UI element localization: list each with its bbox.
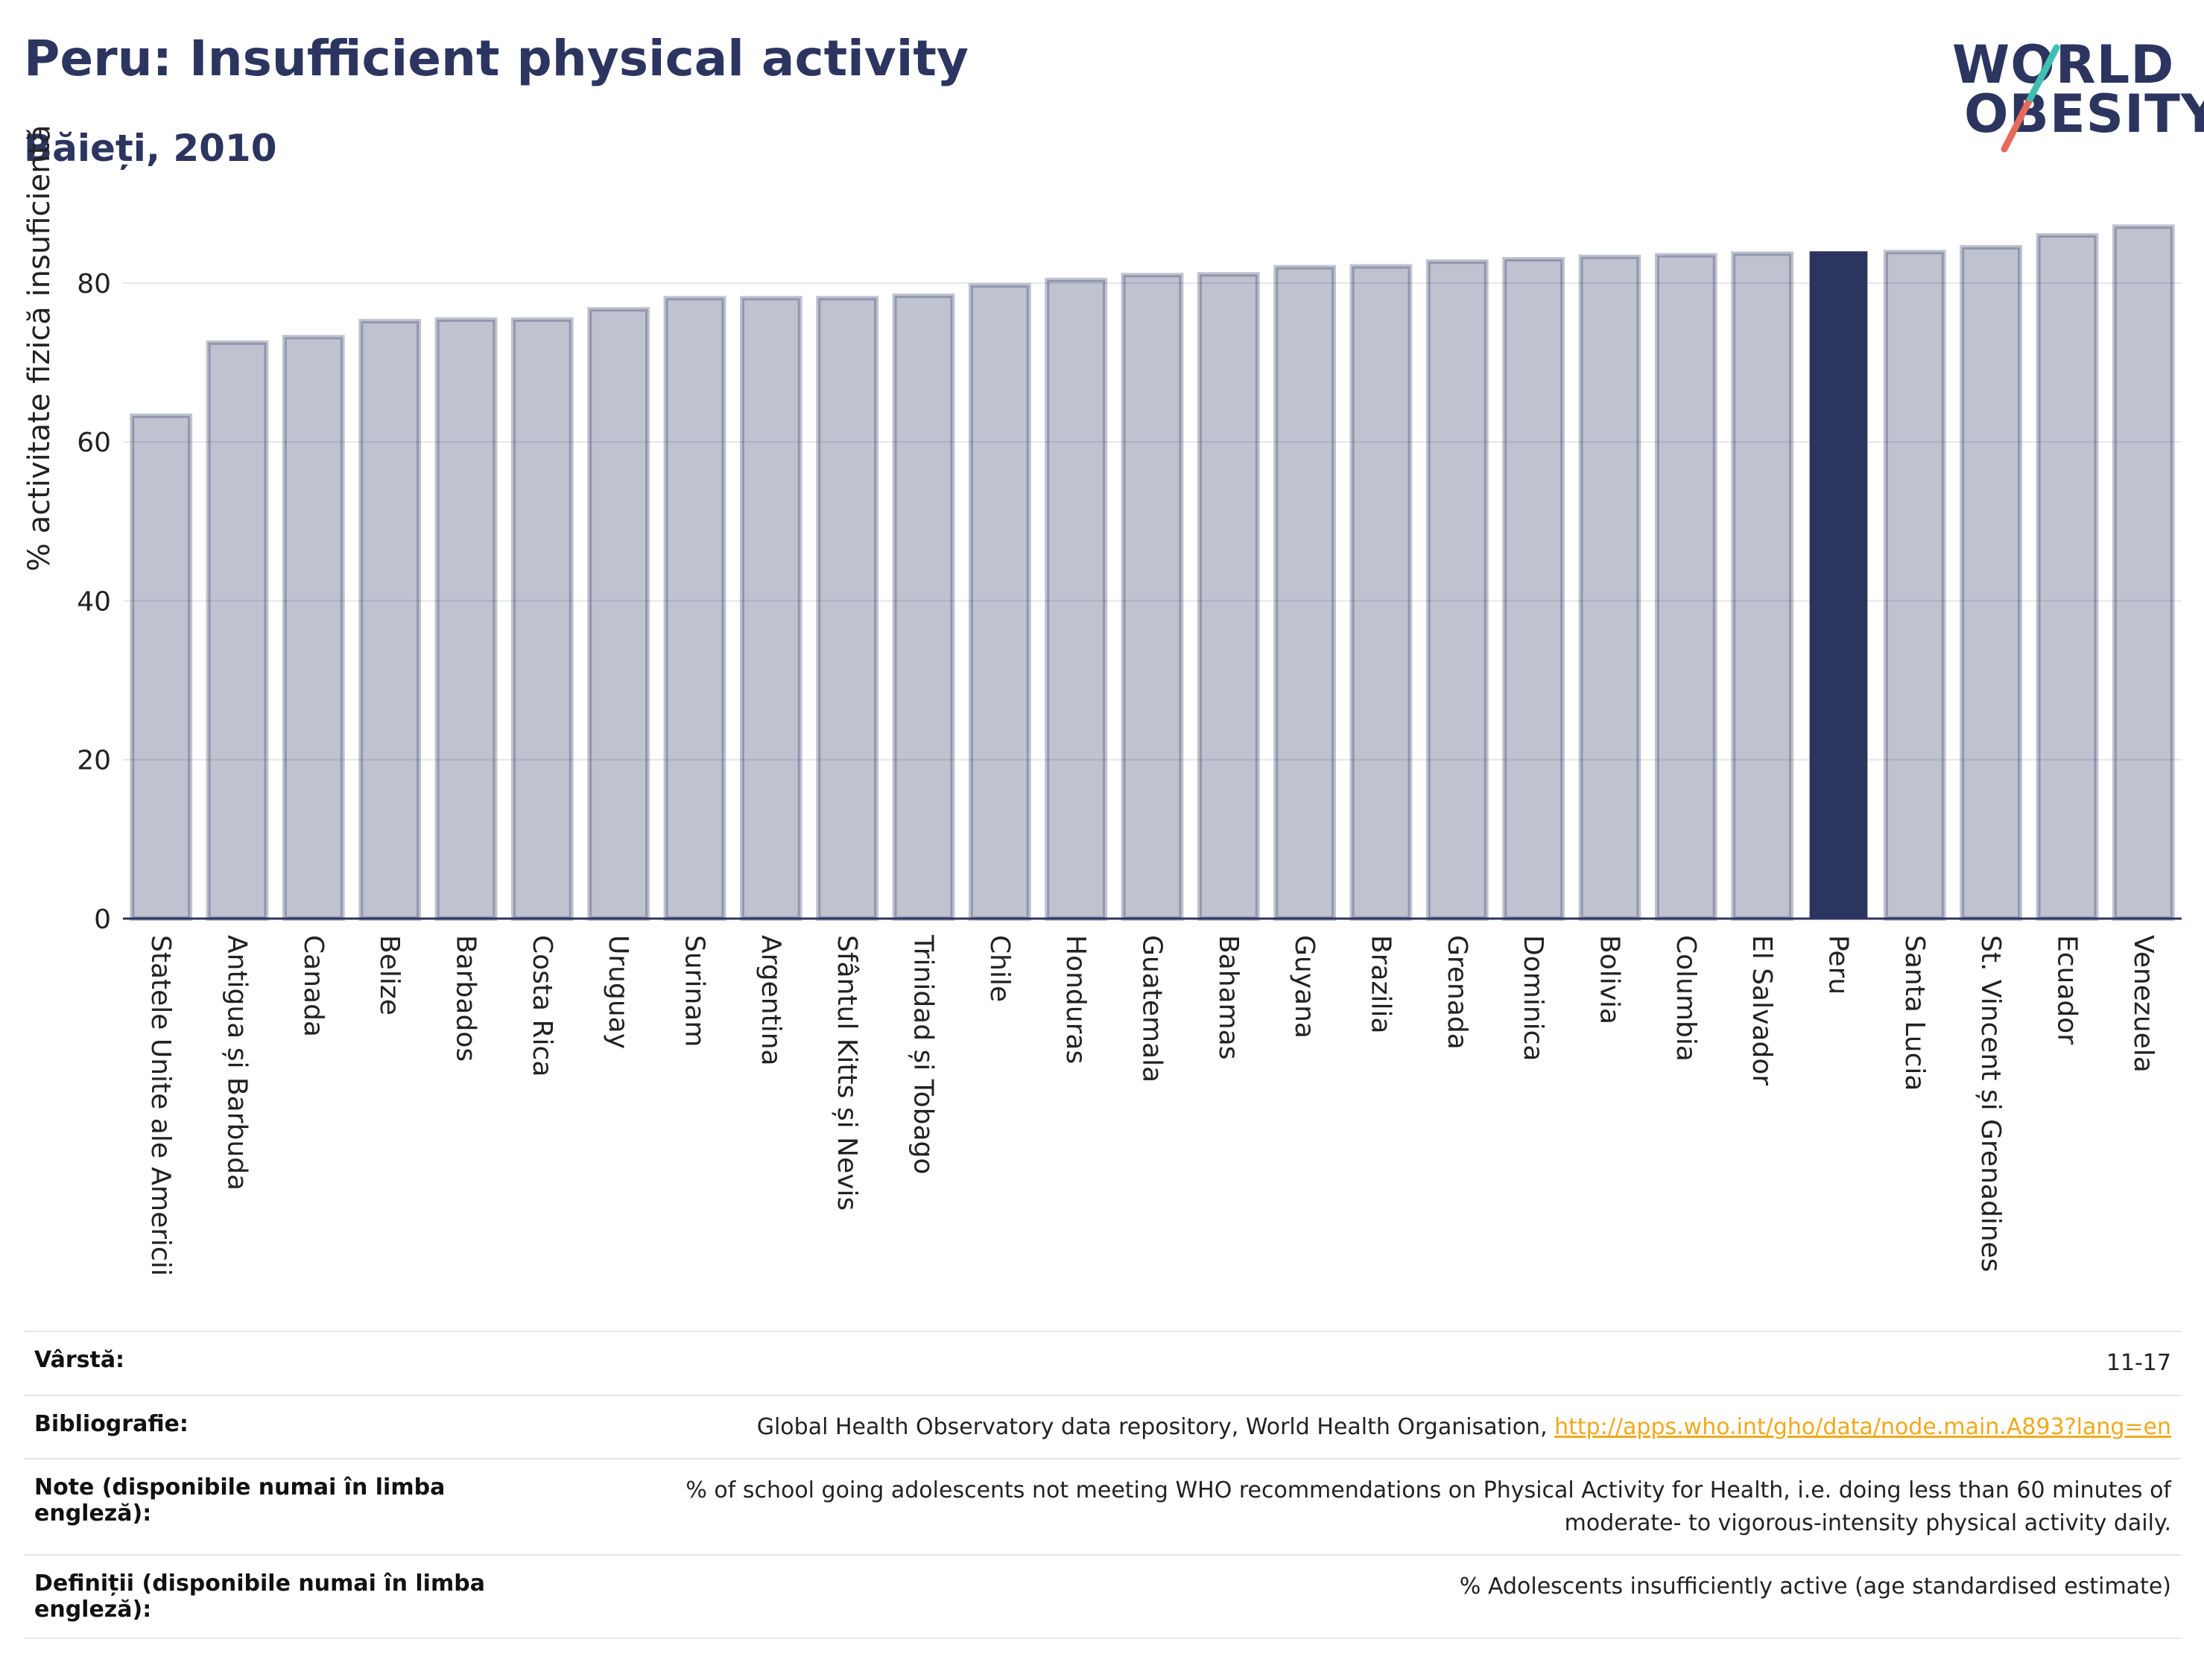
x-tick-label: Bahamas (1213, 935, 1244, 1060)
bar-sf-ntul-kitts-i-nevis[interactable] (816, 296, 879, 922)
y-tick-label: 20 (77, 746, 111, 776)
bar-antigua-i-barbuda[interactable] (206, 340, 269, 921)
y-axis-label: % activitate fizică insuficientă (22, 124, 57, 571)
x-tick-label: Bolivia (1595, 935, 1625, 1024)
meta-row-age: Vârstă: 11-17 (24, 1331, 2182, 1395)
bar-dominica[interactable] (1502, 256, 1565, 921)
bar-barbados[interactable] (434, 317, 498, 921)
bar-grenada[interactable] (1425, 259, 1489, 921)
y-tick-label: 60 (77, 428, 111, 458)
x-tick-label: Costa Rica (527, 935, 557, 1077)
x-tick-label: Grenada (1442, 935, 1472, 1050)
definitions-label: Definiții (disponibile numai în limba en… (24, 1554, 566, 1639)
bar-st-vincent-i-grenadines[interactable] (1960, 244, 2023, 921)
bar-ecuador[interactable] (2036, 232, 2099, 922)
notes-label: Note (disponibile numai în limba engleză… (24, 1458, 566, 1555)
x-tick-label: Trinidad și Tobago (908, 934, 939, 1174)
x-tick-label: Guatemala (1137, 935, 1168, 1083)
x-tick-label: Surinam (680, 935, 710, 1047)
y-tick-label: 0 (94, 904, 111, 935)
x-tick-label: El Salvador (1747, 935, 1777, 1085)
x-tick-label: Chile (984, 935, 1015, 1002)
bar-bahamas[interactable] (1197, 272, 1260, 921)
bar-el-salvador[interactable] (1731, 251, 1794, 921)
bar-statele-unite-ale-americii[interactable] (130, 413, 193, 921)
x-tick-label: Belize (374, 935, 405, 1015)
meta-row-notes: Note (disponibile numai în limba engleză… (24, 1458, 2182, 1555)
y-tick-label: 40 (77, 586, 111, 617)
bar-belize[interactable] (358, 319, 422, 921)
bar-trinidad-i-tobago[interactable] (892, 294, 955, 922)
x-tick-label: Columbia (1671, 935, 1701, 1062)
x-tick-label: Argentina (756, 935, 786, 1066)
bar-canada[interactable] (282, 335, 345, 921)
x-tick-label: Barbados (451, 935, 481, 1062)
bar-chart: 0 20 40 60 80 Statele Unite ale Americii Anti… (77, 224, 2182, 1276)
meta-row-bibliography: Bibliografie: Global Health Observatory … (24, 1394, 2182, 1459)
x-tick-label: Venezuela (2128, 935, 2159, 1073)
x-tick-label: Brazilia (1366, 935, 1396, 1034)
bibliography-link[interactable]: http://apps.who.int/gho/data/node.main.A… (1554, 1413, 2171, 1440)
bar-chile[interactable] (968, 283, 1031, 921)
bar-surinam[interactable] (663, 296, 726, 922)
bar-argentina[interactable] (739, 296, 802, 922)
bar-santa-lucia[interactable] (1883, 250, 1946, 921)
logo-line-2: OBESITY (1964, 83, 2204, 145)
bar-brazilia[interactable] (1349, 264, 1413, 922)
x-tick-label: Canada (298, 935, 329, 1037)
x-tick-label: Ecuador (2052, 935, 2083, 1045)
x-tick-label: Uruguay (603, 935, 633, 1049)
age-label: Vârstă: (24, 1331, 566, 1395)
x-tick-label: Statele Unite ale Americii (145, 935, 176, 1276)
x-tick-label: Antigua și Barbuda (222, 935, 253, 1191)
x-tick-label: Peru (1823, 935, 1854, 995)
logo-slash-icon (2001, 44, 2060, 153)
definitions-value: % Adolescents insufficiently active (age… (566, 1554, 2182, 1639)
bar-columbia[interactable] (1654, 253, 1717, 921)
x-tick-label: Honduras (1060, 935, 1091, 1064)
bar-honduras[interactable] (1045, 277, 1108, 921)
world-obesity-logo[interactable]: WORLD OBESITY (1937, 30, 2204, 156)
bibliography-text: Global Health Observatory data repositor… (756, 1413, 1555, 1440)
chart-subtitle: Băieți, 2010 (24, 127, 277, 170)
metadata-table: Vârstă: 11-17 Bibliografie: Global Healt… (24, 1331, 2182, 1639)
y-axis-ticks: 0 20 40 60 80 (77, 269, 111, 935)
x-tick-label: Santa Lucia (1899, 935, 1930, 1091)
logo-line-1: WORLD (1952, 34, 2175, 95)
x-tick-label: Sfântul Kitts și Nevis (832, 935, 862, 1211)
x-tick-label: Guyana (1289, 935, 1320, 1039)
x-tick-label: Dominica (1518, 935, 1548, 1062)
bar-bolivia[interactable] (1578, 254, 1641, 921)
bars (130, 224, 2175, 922)
meta-row-definitions: Definiții (disponibile numai în limba en… (24, 1554, 2182, 1639)
bar-uruguay[interactable] (587, 307, 650, 921)
y-tick-label: 80 (77, 269, 111, 299)
age-value: 11-17 (566, 1331, 2182, 1395)
bar-guatemala[interactable] (1121, 273, 1184, 921)
bar-costa-rica[interactable] (510, 317, 574, 921)
bar-guyana[interactable] (1273, 264, 1337, 922)
bar-venezuela[interactable] (2112, 224, 2175, 921)
bar-peru[interactable] (1809, 251, 1868, 919)
bibliography-label: Bibliografie: (24, 1394, 566, 1459)
chart-title: Peru: Insufficient physical activity (24, 30, 969, 87)
notes-value: % of school going adolescents not meetin… (566, 1458, 2182, 1555)
x-tick-label: St. Vincent și Grenadines (1975, 935, 2006, 1272)
x-axis-ticks: Statele Unite ale Americii Antigua și Bar… (145, 934, 2159, 1276)
